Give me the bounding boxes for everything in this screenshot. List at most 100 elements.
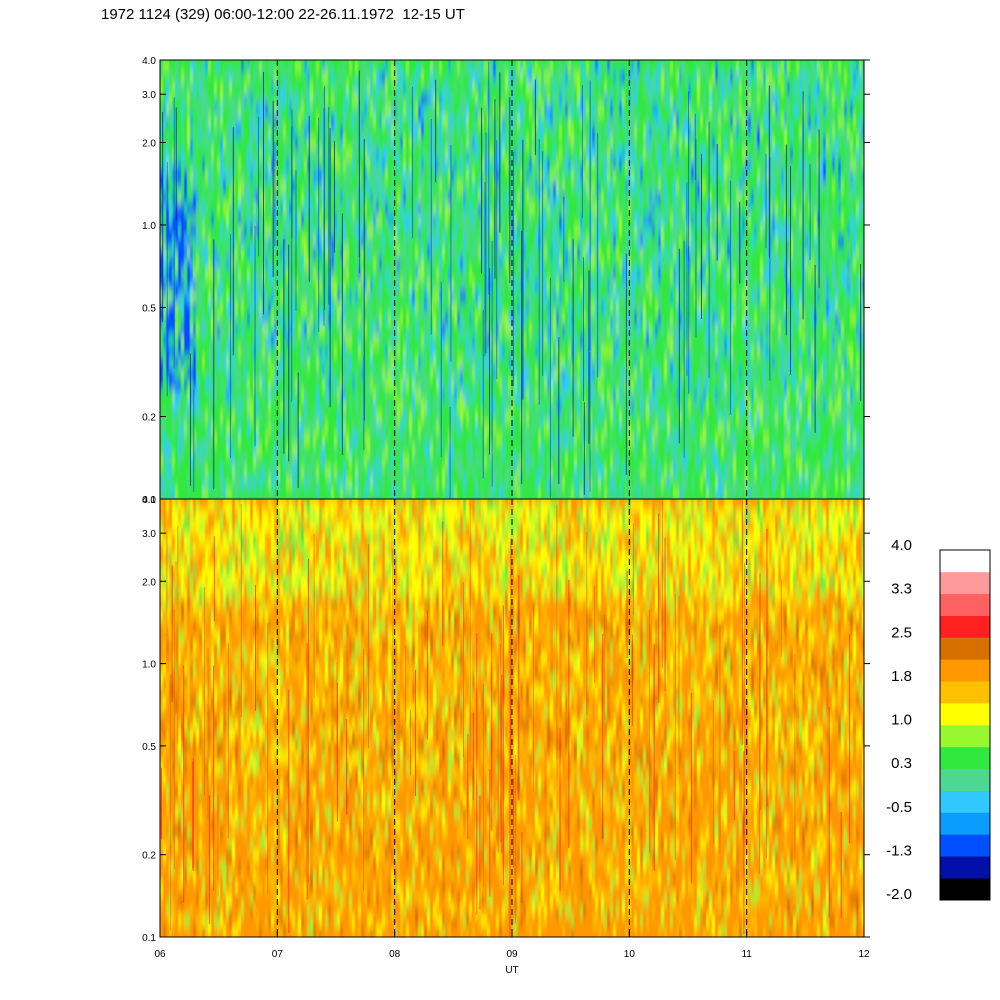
spectrogram-streak (625, 253, 627, 475)
spectrogram-streak (274, 142, 276, 247)
spectrogram-streak (509, 97, 511, 283)
spectrogram-streak (572, 239, 574, 437)
spectrogram-streak (518, 575, 520, 801)
bottom-spectrogram-cells (160, 499, 864, 937)
spectrogram-streak (500, 643, 502, 843)
spectrogram-streak (288, 244, 290, 462)
spectrogram-streak (450, 144, 452, 362)
colorbar-swatch (940, 593, 990, 616)
colorbar-swatch (940, 681, 990, 704)
spectrogram-streak (183, 665, 185, 903)
spectrogram-streak (254, 225, 256, 447)
spectrogram-streak (232, 127, 234, 356)
spectrogram-streak (765, 622, 767, 859)
y-tick-label: 0.5 (142, 742, 156, 753)
spectrogram-streak (501, 674, 503, 853)
spectrogram-streak (336, 682, 338, 822)
y-tick-label: 0.2 (142, 851, 156, 862)
spectrogram-streak (482, 309, 484, 479)
x-tick-label: 08 (389, 949, 401, 960)
spectrogram-streak (482, 684, 484, 888)
colorbar-swatch (940, 550, 990, 573)
spectrogram-streak (426, 610, 428, 740)
spectrogram-streak (802, 91, 804, 320)
spectrogram-streak (648, 610, 650, 853)
y-tick-label: 1.0 (142, 221, 156, 232)
colorbar-swatch (940, 571, 990, 595)
spectrogram-streak (499, 72, 501, 233)
spectrogram-streak (324, 86, 326, 311)
spectrogram-streak (435, 79, 437, 183)
spectrogram-streak (442, 521, 444, 646)
spectrogram-streak (217, 795, 219, 897)
spectrogram-streak (522, 139, 524, 400)
spectrogram-streak (308, 115, 310, 282)
spectrogram-streak (192, 758, 194, 871)
spectrogram-streak (632, 523, 634, 615)
spectrogram-streak (785, 144, 787, 336)
colorbar-swatch (940, 812, 990, 835)
y-tick-label: 0.2 (142, 413, 156, 424)
spectrogram-streak (291, 109, 293, 238)
y-tick-label: 4.0 (142, 495, 156, 506)
spectrogram-streak (538, 139, 540, 405)
spectrogram-streak (175, 107, 177, 221)
spectrogram-streak (411, 86, 413, 238)
colorbar-label: 1.0 (891, 712, 912, 729)
spectrogram-streak (489, 268, 491, 455)
x-tick-label: 10 (624, 949, 636, 960)
spectrogram-streak (405, 645, 407, 723)
spectrogram-streak (513, 778, 515, 868)
spectrogram-streak (556, 504, 558, 760)
spectrogram-streak (462, 581, 464, 758)
spectrogram-streak (542, 151, 544, 376)
spectrogram-streak (509, 690, 511, 937)
spectrogram-streak (469, 503, 471, 762)
colorbar-label: 2.5 (891, 624, 912, 641)
spectrogram-streak (589, 351, 591, 492)
spectrogram-streak (449, 407, 451, 499)
spectrogram-streak (334, 140, 336, 253)
spectrogram-streak (828, 707, 830, 918)
colorbar-label: 1.8 (891, 668, 912, 685)
spectrogram-streak (323, 108, 325, 326)
spectrogram-streak (307, 601, 309, 883)
colorbar-swatch (940, 659, 990, 682)
spectrogram-streak (688, 246, 690, 394)
colorbar-swatch (940, 746, 990, 770)
spectrogram-streak (213, 536, 215, 622)
colorbar-label: 3.3 (891, 581, 912, 598)
spectrogram-streak (708, 122, 710, 379)
spectrogram-streak (173, 609, 175, 870)
spectrogram-streak (626, 570, 628, 659)
colorbar-label: -0.5 (886, 799, 912, 816)
spectrogram-streak (694, 114, 696, 181)
spectrogram-streak (514, 755, 516, 924)
spectrogram-streak (678, 596, 680, 775)
spectrogram-streak (440, 281, 442, 458)
colorbar-swatch (940, 637, 990, 660)
spectrogram-streak (603, 614, 605, 720)
x-tick-label: 09 (506, 949, 518, 960)
page-title: 1972 1124 (329) 06:00-12:00 22-26.11.197… (101, 6, 465, 23)
spectrogram-streak (664, 538, 666, 692)
y-tick-label: 2.0 (142, 138, 156, 149)
spectrogram-streak (295, 170, 297, 312)
spectrogram-streak (653, 644, 655, 871)
spectrogram-streak (485, 132, 487, 354)
spectrogram-streak (765, 153, 767, 249)
spectrogram-streak (496, 140, 498, 379)
spectrogram-streak (318, 117, 320, 332)
spectrogram-streak (690, 692, 692, 884)
spectrogram-streak (809, 164, 811, 260)
spectrogram-streak (683, 240, 685, 458)
spectrogram-streak (175, 561, 177, 713)
spectrogram-streak (758, 633, 760, 874)
spectrogram-streak (716, 144, 718, 261)
spectrogram-streak (481, 107, 483, 274)
y-tick-label: 4.0 (142, 56, 156, 67)
spectrogram-streak (240, 504, 242, 718)
spectrogram-streak (661, 501, 663, 669)
spectrogram-streak (583, 402, 585, 495)
spectrogram-streak (741, 500, 743, 745)
